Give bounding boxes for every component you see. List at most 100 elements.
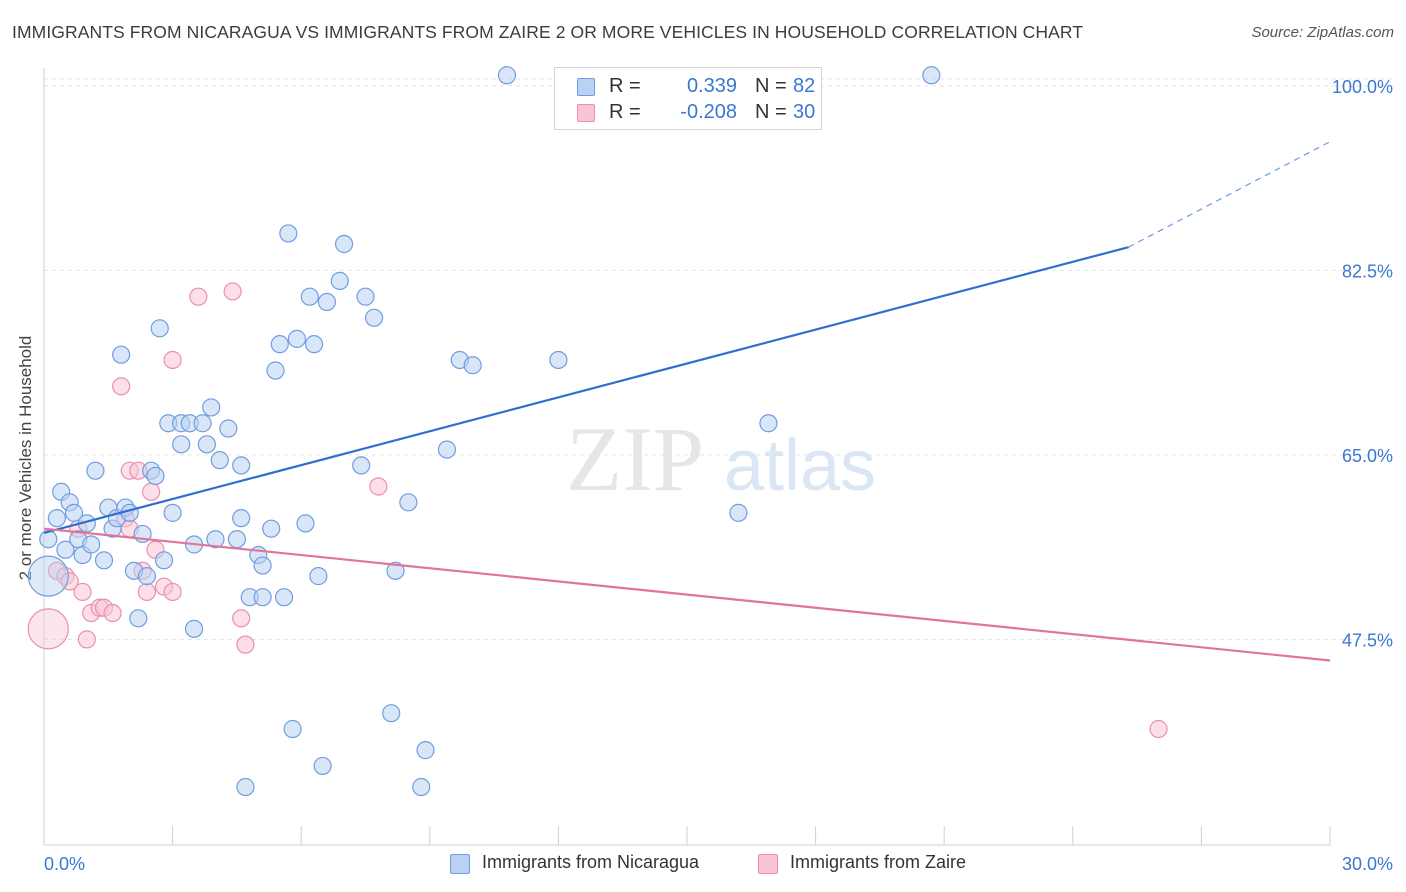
nicaragua-point: [759, 414, 778, 433]
nicaragua-point: [210, 451, 229, 470]
nicaragua-point: [129, 609, 148, 628]
nicaragua-point: [330, 271, 349, 290]
nicaragua-point: [300, 287, 319, 306]
y-tick-label: 47.5%: [1342, 630, 1393, 650]
nicaragua-point: [236, 777, 255, 797]
nicaragua-point: [137, 567, 156, 586]
zaire-point: [369, 477, 388, 496]
y-tick-label: 65.0%: [1342, 446, 1393, 466]
legend-swatch-blue: [577, 78, 595, 96]
nicaragua-point: [206, 530, 225, 549]
zaire-point: [1149, 719, 1168, 739]
zaire-point: [137, 582, 156, 602]
legend-swatch-pink: [577, 104, 595, 122]
nicaragua-point: [437, 440, 457, 459]
watermark-zip: ZIP: [566, 408, 704, 510]
zaire-point: [77, 630, 96, 649]
nicaragua-point: [309, 567, 328, 586]
nicaragua-point: [352, 456, 371, 475]
nicaragua-point: [549, 350, 568, 370]
nicaragua-point: [497, 66, 517, 85]
nicaragua-point: [279, 224, 298, 243]
y-tick-labels: 47.5% 65.0% 82.5% 100.0%: [1332, 77, 1393, 651]
nicaragua-point: [412, 777, 431, 797]
nicaragua-point: [253, 588, 272, 607]
legend-r-value-nicaragua: 0.339: [686, 75, 737, 97]
zaire-point: [142, 482, 161, 501]
stats-legend: R = 0.339 N = 82 R = -0.208 N = 30: [554, 67, 822, 130]
legend-n-value-zaire: 30: [793, 101, 816, 123]
nicaragua-point: [399, 493, 418, 512]
legend-n-label: N =: [755, 101, 787, 123]
zaire-point: [236, 635, 255, 654]
legend-n-value-nicaragua: 82: [793, 75, 816, 97]
nicaragua-point: [227, 530, 246, 549]
nicaragua-point: [202, 398, 221, 417]
zaire-points: [27, 282, 1168, 739]
nicaragua-point: [313, 756, 332, 776]
zaire-point: [163, 582, 182, 602]
legend-label-nicaragua: Immigrants from Nicaragua: [482, 852, 700, 872]
watermark: ZIP atlas: [566, 408, 876, 510]
legend-r-label: R =: [609, 101, 641, 123]
y-tick-label: 100.0%: [1332, 77, 1393, 97]
zaire-point: [163, 350, 182, 370]
legend-r-label: R =: [609, 75, 641, 97]
legend-label-zaire: Immigrants from Zaire: [790, 852, 967, 872]
source-label: Source: ZipAtlas.com: [1251, 24, 1394, 41]
nicaragua-point: [64, 503, 84, 522]
nicaragua-point: [266, 361, 285, 380]
nicaragua-point: [274, 588, 294, 607]
nicaragua-point: [317, 292, 337, 312]
zaire-point: [27, 608, 69, 650]
nicaragua-point: [172, 435, 191, 454]
nicaragua-point: [283, 719, 302, 739]
nicaragua-point: [154, 551, 174, 570]
nicaragua-point: [386, 561, 405, 580]
y-tick-label: 82.5%: [1342, 261, 1393, 281]
nicaragua-point: [304, 335, 324, 354]
nicaragua-trend-line: [43, 246, 1129, 534]
nicaragua-point: [922, 66, 941, 85]
nicaragua-point: [334, 234, 354, 254]
nicaragua-point: [56, 540, 75, 559]
nicaragua-point: [197, 435, 216, 454]
nicaragua-trend-extension: [1128, 141, 1331, 248]
legend-swatch-blue: [450, 854, 470, 874]
zaire-trend-line: [43, 527, 1331, 662]
nicaragua-point: [94, 551, 114, 570]
zaire-point: [189, 287, 208, 306]
legend-r-value-zaire: -0.208: [680, 101, 737, 123]
nicaragua-point: [27, 555, 69, 597]
nicaragua-point: [382, 704, 401, 723]
nicaragua-point: [416, 741, 435, 760]
watermark-atlas: atlas: [724, 426, 876, 506]
gridlines: [44, 78, 1395, 640]
nicaragua-point: [146, 466, 165, 486]
zaire-point: [73, 582, 92, 602]
zaire-point: [112, 377, 131, 396]
zaire-point: [103, 603, 122, 623]
nicaragua-point: [47, 509, 66, 528]
nicaragua-point: [163, 503, 182, 522]
legend-swatch-pink: [758, 854, 778, 874]
nicaragua-point: [219, 419, 238, 438]
nicaragua-point: [232, 509, 251, 528]
nicaragua-point: [270, 335, 289, 354]
nicaragua-point: [184, 619, 204, 638]
nicaragua-point: [86, 461, 105, 480]
x-tick-label-min: 0.0%: [44, 854, 85, 874]
legend-n-label: N =: [755, 75, 787, 97]
x-tick-label-max: 30.0%: [1342, 854, 1393, 874]
nicaragua-point: [112, 345, 131, 364]
nicaragua-point: [356, 287, 375, 306]
nicaragua-point: [232, 456, 251, 475]
nicaragua-point: [253, 556, 272, 575]
nicaragua-point: [296, 514, 315, 533]
nicaragua-point: [287, 329, 307, 348]
nicaragua-point: [463, 356, 482, 375]
chart-title: IMMIGRANTS FROM NICARAGUA VS IMMIGRANTS …: [12, 22, 1084, 42]
zaire-point: [223, 282, 242, 301]
trend-lines: [43, 141, 1331, 662]
nicaragua-point: [364, 308, 384, 327]
